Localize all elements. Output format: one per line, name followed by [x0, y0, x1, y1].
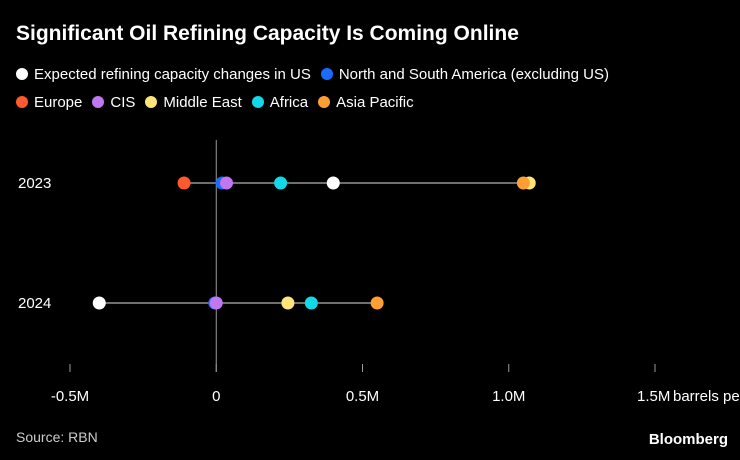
x-tick-label: 0.5M: [346, 388, 379, 405]
data-point: [326, 176, 340, 190]
data-point: [516, 176, 530, 190]
legend-label: Asia Pacific: [336, 93, 414, 111]
legend-item: Asia Pacific: [318, 92, 414, 112]
legend-swatch: [145, 96, 158, 108]
legend-swatch: [92, 96, 105, 108]
chart-title: Significant Oil Refining Capacity Is Com…: [16, 22, 519, 45]
legend-item: Middle East: [145, 92, 242, 112]
legend-swatch: [320, 68, 333, 80]
legend-item: Expected refining capacity changes in US: [16, 64, 311, 84]
legend-label: Middle East: [163, 93, 242, 111]
legend-label: Expected refining capacity changes in US: [34, 65, 311, 83]
chart-legend: Expected refining capacity changes in US…: [16, 64, 726, 112]
data-point: [177, 176, 191, 190]
source-note: Source: RBN: [16, 429, 98, 445]
legend-swatch: [318, 96, 331, 108]
legend-label: North and South America (excluding US): [338, 65, 609, 83]
data-point: [281, 296, 295, 310]
legend-label: CIS: [110, 93, 136, 111]
x-tick-label: 1.0M: [492, 388, 525, 405]
y-category-label: 2024: [18, 295, 51, 312]
legend-label: Africa: [269, 93, 309, 111]
legend-swatch: [251, 96, 264, 108]
legend-swatch: [16, 68, 28, 80]
legend-swatch: [16, 96, 28, 108]
data-point: [219, 176, 233, 190]
legend-item: Europe: [16, 92, 82, 112]
data-point: [304, 296, 318, 310]
legend-label: Europe: [34, 93, 83, 111]
x-tick-label: 1.5M: [637, 388, 670, 405]
legend-item: North and South America (excluding US): [320, 64, 609, 84]
brand-logo: Bloomberg: [648, 431, 728, 448]
data-point: [92, 296, 106, 310]
data-point: [274, 176, 288, 190]
legend-item: Africa: [251, 92, 309, 112]
data-point: [209, 296, 223, 310]
data-point: [370, 296, 384, 310]
x-tick-label: -0.5M: [51, 388, 89, 405]
x-tick-label: 0: [212, 388, 220, 405]
legend-item: CIS: [92, 92, 135, 112]
y-category-label: 2023: [18, 175, 51, 192]
x-axis-unit: barrels per day: [673, 388, 740, 405]
